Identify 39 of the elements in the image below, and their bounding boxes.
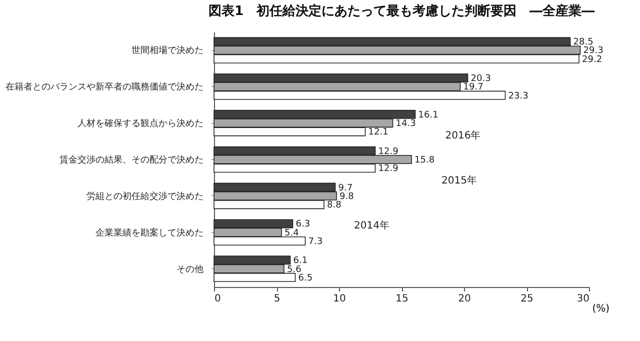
x-tick-label: 25	[520, 294, 534, 304]
data-label: 6.5	[298, 273, 313, 284]
y-tick-label: 賃金交渉の結果、その配分で決めた	[60, 154, 204, 166]
data-label: 5.4	[284, 228, 300, 238]
y-tick-label: 人材を確保する観点から決めた	[78, 118, 204, 130]
text: 2016年	[445, 129, 481, 142]
data-label: 9.7	[338, 183, 353, 194]
data-label: 29.2	[582, 54, 602, 65]
data-label: 12.9	[378, 146, 399, 157]
data-label: 16.1	[418, 110, 438, 120]
x-tick-label: 30	[576, 294, 590, 304]
x-tick-label: 0	[214, 294, 221, 304]
x-tick-label: 20	[458, 294, 471, 304]
data-label: 7.3	[308, 237, 323, 247]
data-label: 19.7	[463, 82, 484, 93]
data-label: 12.1	[368, 128, 388, 138]
data-label: 23.3	[508, 91, 528, 102]
x-tick-label: 5	[274, 294, 280, 304]
x-tick-label: 10	[333, 294, 346, 304]
x-tick-label: 15	[396, 294, 408, 304]
data-label: 5.6	[287, 264, 302, 275]
text: 2014年	[354, 220, 390, 232]
data-label: 6.1	[293, 256, 308, 266]
data-label: 12.9	[378, 164, 399, 174]
data-label: 29.3	[583, 46, 604, 56]
chart-title: 図表1 初任給決定にあたって最も考慮した判断要因 ―全産業―	[208, 3, 595, 19]
y-tick-label: 世間相場で決めた	[132, 45, 204, 56]
data-label: 15.8	[414, 156, 435, 166]
y-tick-label: 企業業績を勘案して決めた	[96, 227, 204, 238]
data-label: 20.3	[470, 74, 491, 84]
text: 2015年	[442, 174, 477, 186]
x-axis-title: (%)	[592, 304, 610, 314]
data-label: 8.8	[327, 200, 342, 211]
y-tick-label: 在籍者とのバランスや新卒者の職務価値で決めた	[6, 82, 204, 93]
data-label: 9.8	[340, 192, 354, 202]
data-label: 14.3	[396, 119, 416, 130]
y-tick-label: その他	[176, 264, 204, 275]
y-tick-label: 労組との初任給交渉で決めた	[86, 190, 204, 202]
data-label: 6.3	[296, 220, 310, 230]
